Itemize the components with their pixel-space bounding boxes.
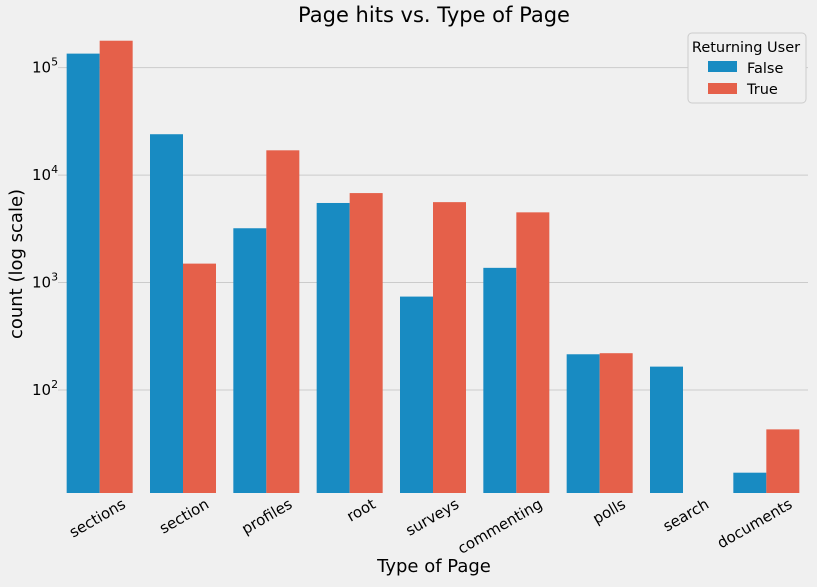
bar-documents-true bbox=[766, 429, 800, 493]
bar-documents-false bbox=[733, 472, 767, 493]
bar-polls-false bbox=[566, 354, 600, 493]
legend-swatch-false bbox=[708, 61, 737, 72]
legend-label-false: False bbox=[747, 61, 783, 77]
bar-search-false bbox=[650, 366, 683, 493]
y-axis-label: count (log scale) bbox=[6, 189, 27, 339]
x-axis-label: Type of Page bbox=[376, 556, 491, 577]
bar-root-true bbox=[349, 193, 383, 494]
y-tick-label: 104 bbox=[32, 163, 58, 184]
bar-section-true bbox=[183, 263, 216, 493]
bar-section-false bbox=[150, 134, 183, 493]
y-tick-label: 103 bbox=[32, 271, 58, 292]
bars bbox=[66, 40, 800, 494]
bar-commenting-false bbox=[483, 267, 517, 493]
bar-sections-false bbox=[66, 53, 100, 493]
bar-polls-true bbox=[599, 353, 633, 493]
y-tick-labels: 102 103 104 105 bbox=[32, 56, 58, 399]
legend: Returning User False True bbox=[687, 32, 807, 104]
bar-root-false bbox=[316, 202, 350, 493]
chart-title: Page hits vs. Type of Page bbox=[298, 3, 570, 27]
bar-sections-true bbox=[99, 40, 133, 493]
legend-label-true: True bbox=[746, 82, 778, 98]
bar-surveys-true bbox=[433, 202, 466, 493]
bar-surveys-false bbox=[400, 296, 433, 493]
legend-swatch-true bbox=[708, 83, 737, 94]
bar-commenting-true bbox=[516, 212, 550, 493]
legend-title: Returning User bbox=[692, 40, 800, 56]
y-tick-label: 102 bbox=[32, 378, 58, 399]
bar-profiles-false bbox=[233, 228, 267, 493]
y-tick-label: 105 bbox=[32, 56, 58, 77]
bar-profiles-true bbox=[266, 150, 300, 494]
